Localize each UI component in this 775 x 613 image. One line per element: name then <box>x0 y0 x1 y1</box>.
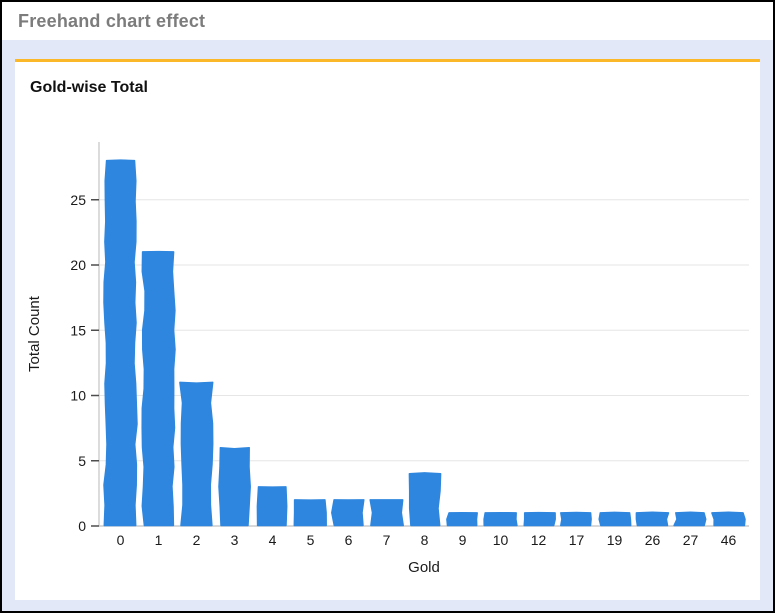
bar[interactable] <box>218 446 251 527</box>
x-tick-label: 6 <box>345 532 353 548</box>
x-tick-label: 3 <box>231 532 239 548</box>
bar[interactable] <box>523 511 556 527</box>
x-tick-label: 12 <box>531 532 547 548</box>
x-tick-label: 26 <box>645 532 661 548</box>
x-tick-label: 8 <box>421 532 429 548</box>
bar[interactable] <box>560 511 592 527</box>
bar[interactable] <box>483 511 518 527</box>
chart-card: Gold-wise Total 0 5 10 15 20 25 0 1 2 3 4 5 6 7 8 9 10 12… <box>15 59 760 600</box>
bar[interactable] <box>635 511 670 527</box>
x-tick-label: 0 <box>117 532 125 548</box>
y-axis-title: Total Count <box>26 295 43 372</box>
x-axis-title: Gold <box>408 559 440 576</box>
x-tick-label: 7 <box>383 532 391 548</box>
x-tick-label: 9 <box>459 532 467 548</box>
x-tick-label: 1 <box>155 532 163 548</box>
y-tick-label: 5 <box>78 453 86 469</box>
page-header: Freehand chart effect <box>2 2 773 40</box>
bar[interactable] <box>408 472 442 527</box>
x-tick-label: 4 <box>269 532 277 548</box>
x-tick-label: 19 <box>607 532 623 548</box>
bar[interactable] <box>446 512 478 527</box>
y-tick-label: 20 <box>70 257 86 273</box>
x-tick-label: 46 <box>721 532 737 548</box>
bar[interactable] <box>331 499 365 527</box>
page-title: Freehand chart effect <box>18 10 206 31</box>
bar[interactable] <box>103 159 138 527</box>
x-tick-label: 5 <box>307 532 315 548</box>
y-tick-label: 10 <box>70 388 86 404</box>
bar[interactable] <box>711 511 746 527</box>
x-tick-label: 10 <box>493 532 509 548</box>
bar[interactable] <box>673 511 707 527</box>
bar[interactable] <box>598 511 632 527</box>
x-tick-label: 27 <box>683 532 699 548</box>
x-tick-label: 2 <box>193 532 201 548</box>
y-tick-label: 0 <box>78 518 86 534</box>
bar[interactable] <box>141 250 176 527</box>
chart-title: Gold-wise Total <box>30 79 148 96</box>
bar[interactable] <box>256 486 288 527</box>
bar[interactable] <box>293 499 327 527</box>
y-tick-label: 25 <box>70 192 86 208</box>
x-tick-label: 17 <box>569 532 585 548</box>
bar[interactable] <box>179 381 214 527</box>
y-tick-label: 15 <box>70 322 86 338</box>
bar[interactable] <box>369 499 404 527</box>
